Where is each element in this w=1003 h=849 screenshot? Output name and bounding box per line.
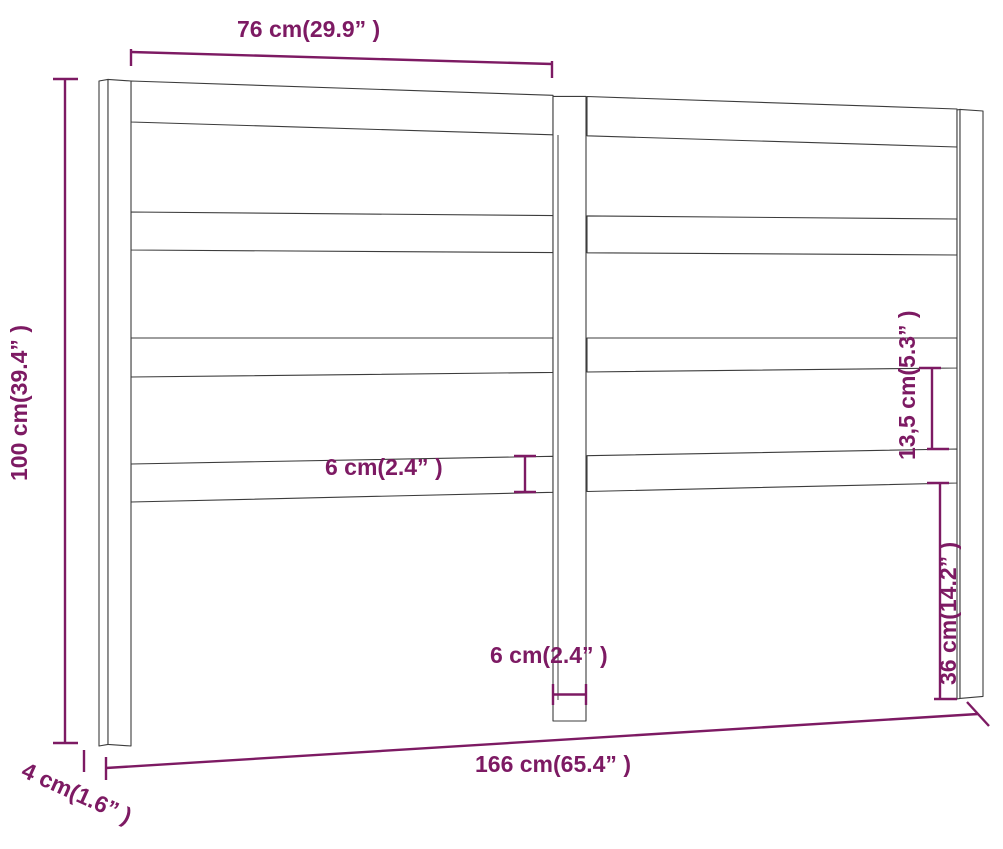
svg-text:166 cm(65.4” ): 166 cm(65.4” ) (475, 751, 631, 777)
svg-text:36 cm(14.2” ): 36 cm(14.2” ) (935, 542, 961, 685)
svg-text:6 cm(2.4” ): 6 cm(2.4” ) (490, 642, 608, 668)
svg-text:100 cm(39.4” ): 100 cm(39.4” ) (6, 325, 32, 481)
svg-text:6 cm(2.4” ): 6 cm(2.4” ) (325, 454, 443, 480)
svg-text:13,5 cm(5.3” ): 13,5 cm(5.3” ) (894, 310, 920, 460)
svg-text:76 cm(29.9” ): 76 cm(29.9” ) (237, 16, 380, 42)
